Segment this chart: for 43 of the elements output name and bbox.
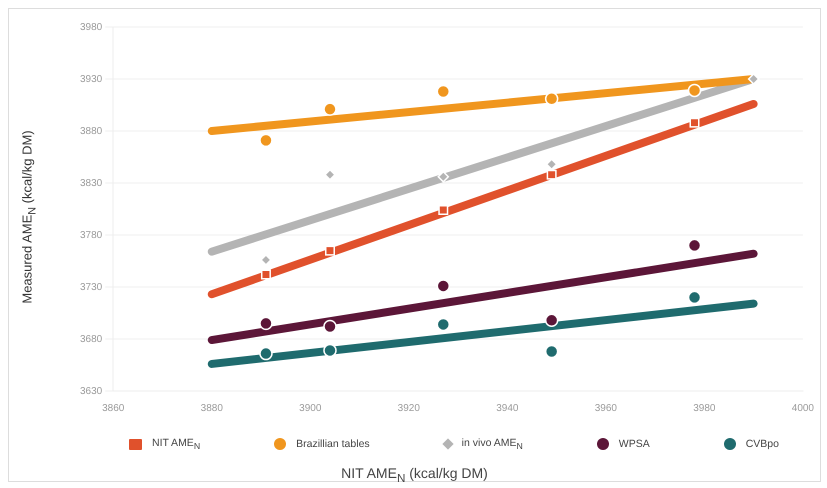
point <box>323 320 337 334</box>
point <box>436 318 450 332</box>
y-tick-label: 3630 <box>80 386 103 397</box>
point <box>688 84 702 98</box>
y-tick-label: 3780 <box>80 230 103 241</box>
y-tick-label: 3830 <box>80 178 103 189</box>
legend-label: Brazillian tables <box>296 438 370 450</box>
x-tick-label: 3900 <box>299 402 322 414</box>
x-tick-label: 3960 <box>594 402 618 414</box>
y-tick-label: 3680 <box>80 334 103 345</box>
y-tick-label: 3880 <box>80 126 103 137</box>
point <box>324 246 335 256</box>
point <box>323 344 337 358</box>
y-tick-label: 3730 <box>80 282 103 293</box>
x-tick-label: 3920 <box>398 402 420 414</box>
x-tick-label: 4000 <box>792 402 814 414</box>
y-tick-label: 3980 <box>80 22 103 33</box>
point <box>259 346 273 360</box>
x-tick-label: 3980 <box>693 402 716 414</box>
point <box>259 134 273 148</box>
point <box>690 118 700 128</box>
x-axis-title: NIT AME$_{N}$ (kcal/kg DM) <box>340 465 489 485</box>
legend-label: NIT AME$_{N}$ <box>152 437 200 452</box>
legend-label: in vivo AME$_{N}$ <box>462 437 523 452</box>
point <box>688 238 702 252</box>
x-tick-label: 3940 <box>496 402 519 414</box>
point <box>546 170 557 180</box>
point <box>544 344 558 358</box>
x-tick-label: 3880 <box>200 402 224 414</box>
point <box>260 270 271 280</box>
y-tick-label: 3930 <box>80 74 103 85</box>
point <box>436 84 450 98</box>
point <box>436 279 450 293</box>
point <box>438 205 448 216</box>
legend-label: WPSA <box>618 438 650 450</box>
point <box>544 92 558 106</box>
x-tick-label: 3860 <box>102 402 125 414</box>
point <box>259 316 273 330</box>
point <box>323 102 337 116</box>
legend-label: CVBpo <box>746 438 779 450</box>
point <box>688 290 702 304</box>
point <box>544 314 558 328</box>
point <box>438 171 450 183</box>
